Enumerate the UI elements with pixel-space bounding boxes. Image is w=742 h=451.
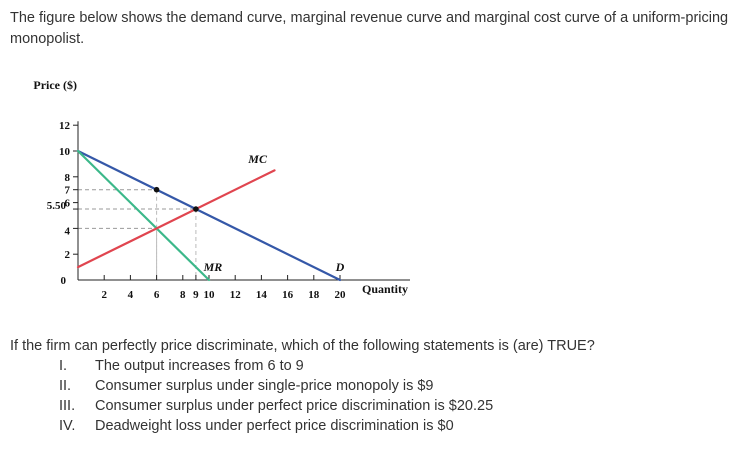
x-tick-label: 8 bbox=[180, 289, 186, 301]
curve-d bbox=[76, 149, 342, 282]
curve-label-d: D bbox=[335, 260, 345, 274]
y-tick-label: 5.50 bbox=[47, 200, 67, 212]
points bbox=[153, 186, 199, 212]
y-tick-label: 7 bbox=[65, 185, 71, 197]
data-point bbox=[193, 206, 199, 212]
x-tick-label: 12 bbox=[230, 289, 242, 301]
statement-numeral: IV. bbox=[59, 418, 76, 434]
statement-text: Consumer surplus under perfect price dis… bbox=[95, 398, 494, 414]
x-tick-label: 16 bbox=[282, 289, 294, 301]
curve-mc bbox=[76, 169, 276, 269]
x-axis-label: Quantity bbox=[362, 282, 408, 296]
guide-lines bbox=[78, 189, 197, 280]
x-tick-label: 2 bbox=[101, 289, 107, 301]
y-tick-label: 6 bbox=[65, 198, 71, 210]
y-axis-label: Price ($) bbox=[33, 78, 77, 92]
data-point bbox=[153, 186, 160, 193]
y-tick-label: 0 bbox=[61, 275, 67, 287]
statement-3: III. Consumer surplus under perfect pric… bbox=[10, 396, 730, 416]
x-tick-label: 10 bbox=[204, 289, 216, 301]
statement-2: II. Consumer surplus under single-price … bbox=[10, 376, 730, 396]
x-tick-label: 6 bbox=[154, 289, 160, 301]
y-tick-label: 8 bbox=[65, 172, 71, 184]
y-tick-label: 2 bbox=[65, 249, 71, 261]
statement-numeral: I. bbox=[59, 358, 68, 374]
statement-1: I. The output increases from 6 to 9 bbox=[10, 356, 730, 376]
curve-label-mr: MR bbox=[203, 260, 223, 274]
intro-text: The figure below shows the demand curve,… bbox=[10, 10, 729, 47]
statement-text: Consumer surplus under single-price mono… bbox=[95, 378, 434, 394]
labels: D MR MC Price ($) Quantity bbox=[33, 78, 408, 296]
x-tick-label: 18 bbox=[308, 289, 320, 301]
x-tick-label: 14 bbox=[256, 289, 268, 301]
statement-numeral: II. bbox=[59, 378, 72, 394]
curve-mr bbox=[76, 149, 211, 282]
x-tick-label: 9 bbox=[193, 289, 199, 301]
x-tick-label: 4 bbox=[128, 289, 134, 301]
statement-text: Deadweight loss under perfect price disc… bbox=[95, 418, 454, 434]
statement-text: The output increases from 6 to 9 bbox=[95, 358, 304, 374]
statement-4: IV. Deadweight loss under perfect price … bbox=[10, 416, 730, 436]
y-tick-label: 4 bbox=[65, 225, 71, 237]
curve-label-mc: MC bbox=[247, 152, 268, 166]
y-tick-label: 12 bbox=[59, 120, 71, 132]
x-tick-label: 20 bbox=[335, 289, 347, 301]
question-prompt: If the firm can perfectly price discrimi… bbox=[10, 338, 595, 354]
curves bbox=[76, 149, 342, 282]
statement-numeral: III. bbox=[59, 398, 76, 414]
y-tick-label: 10 bbox=[59, 146, 71, 158]
axes bbox=[77, 121, 410, 281]
question: If the firm can perfectly price discrimi… bbox=[10, 336, 730, 434]
